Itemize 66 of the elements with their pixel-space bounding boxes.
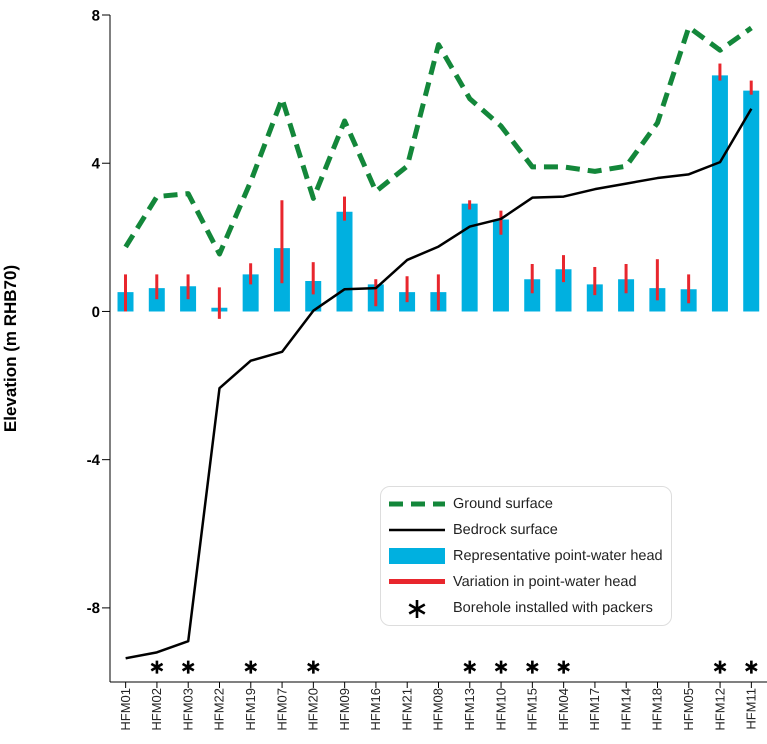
x-tick-label: HFM01 — [118, 688, 133, 731]
line-series — [124, 108, 753, 660]
x-tick-label: HFM17 — [587, 688, 602, 731]
bar — [242, 274, 259, 312]
bar — [586, 284, 603, 312]
x-tick-label: HFM16 — [368, 688, 384, 731]
bar — [556, 269, 572, 312]
bar — [312, 262, 315, 294]
x-tick-label: HFM22 — [212, 688, 227, 731]
bar — [649, 288, 666, 312]
y-axis-title: Elevation (m RHB70) — [1, 264, 20, 432]
x-tick-label: HFM03 — [180, 688, 196, 731]
bar — [530, 264, 534, 294]
y-tick-label: -4 — [86, 452, 101, 469]
legend-label: Representative point-water head — [453, 548, 663, 564]
bar — [336, 212, 353, 312]
y-tick-label: -8 — [86, 600, 100, 618]
legend-label: Variation in point-water head — [453, 574, 637, 590]
legend-label: Bedrock surface — [453, 522, 558, 538]
bar — [218, 287, 221, 319]
x-tick-label: HFM20 — [306, 688, 321, 731]
bar — [124, 274, 127, 312]
y-tick-label: 4 — [92, 156, 101, 173]
bar — [624, 264, 628, 294]
x-tick-label: HFM07 — [274, 688, 290, 731]
bar — [436, 274, 440, 310]
bar — [718, 64, 722, 81]
y-tick-label: 0 — [92, 304, 100, 321]
bar — [562, 255, 565, 282]
x-tick-label: HFM18 — [650, 688, 665, 731]
bar — [462, 204, 478, 312]
bar — [687, 274, 690, 304]
bar — [399, 292, 416, 312]
bar — [492, 220, 509, 312]
x-tick-label: HFM09 — [336, 688, 352, 731]
bar — [618, 279, 634, 312]
bar — [186, 274, 190, 300]
bar — [524, 279, 540, 312]
x-tick-label: HFM21 — [399, 688, 414, 731]
bar — [406, 276, 409, 302]
bar — [750, 80, 753, 95]
x-tick-label: HFM11 — [744, 688, 759, 730]
x-tick-label: HFM19 — [243, 688, 258, 731]
bar — [712, 75, 728, 312]
x-tick-label: HFM02 — [149, 688, 164, 731]
y-tick-label: 8 — [92, 7, 100, 24]
x-tick-label: HFM04 — [556, 688, 571, 731]
x-tick-label: HFM05 — [681, 688, 696, 731]
bar — [593, 266, 596, 296]
x-tick-label: HFM14 — [618, 688, 634, 731]
bar — [280, 200, 284, 284]
x-tick-label: HFM08 — [430, 688, 446, 731]
bar — [468, 200, 472, 210]
x-tick-label: HFM13 — [462, 688, 478, 731]
x-tick-label: HFM12 — [712, 688, 728, 731]
legend-label: Ground surface — [453, 496, 553, 512]
x-tick-label: HFM15 — [524, 688, 540, 731]
bar — [148, 288, 165, 312]
bar — [180, 286, 196, 312]
bar — [656, 259, 659, 300]
bar — [343, 196, 346, 221]
x-tick-label: HFM10 — [493, 688, 508, 731]
legend-label: Borehole installed with packers — [453, 600, 653, 616]
bar — [743, 90, 760, 312]
bar — [249, 263, 252, 284]
bar — [155, 274, 158, 300]
